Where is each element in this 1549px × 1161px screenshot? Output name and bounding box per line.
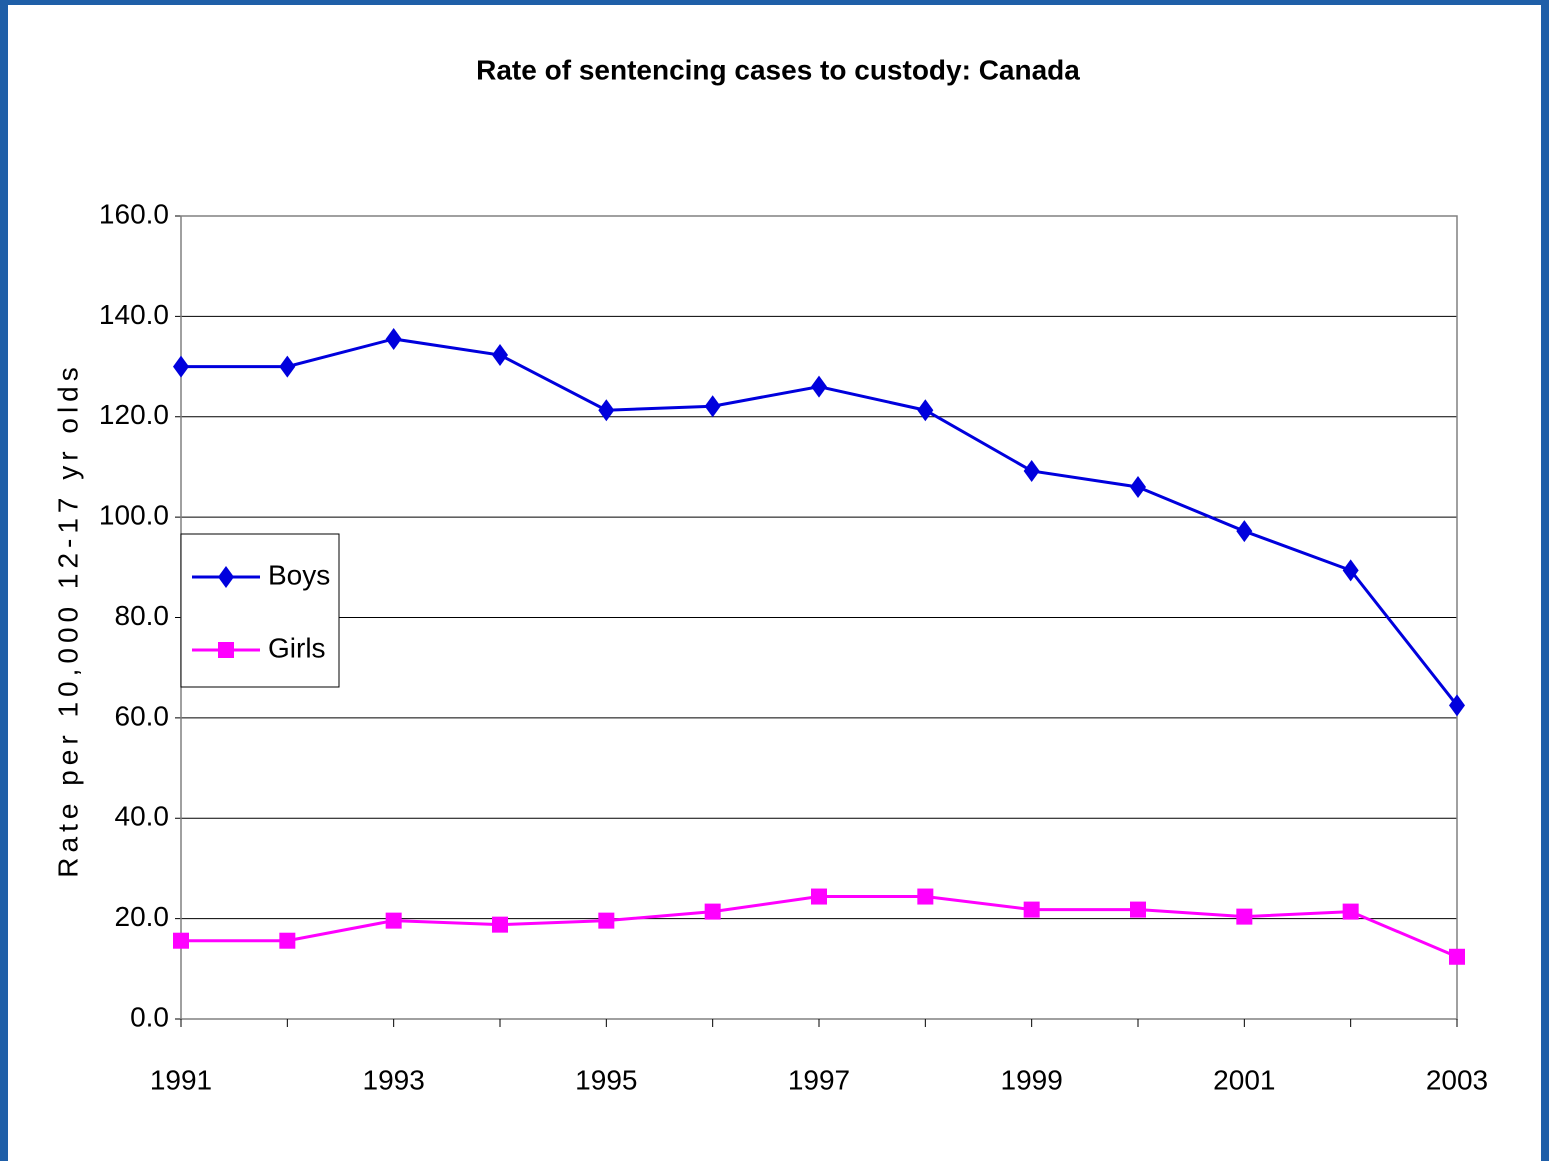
x-tick-label: 2001	[1213, 1064, 1275, 1095]
marker	[917, 888, 934, 905]
marker	[279, 355, 296, 378]
marker	[1023, 901, 1040, 918]
marker	[1023, 459, 1040, 482]
marker	[598, 912, 615, 929]
chart-title: Rate of sentencing cases to custody: Can…	[476, 54, 1080, 85]
marker	[1342, 903, 1359, 920]
marker	[1236, 908, 1253, 925]
marker	[492, 916, 508, 933]
x-tick-label: 1995	[575, 1064, 637, 1095]
x-tick-label: 1993	[363, 1064, 425, 1095]
y-tick-label: 80.0	[115, 600, 170, 631]
marker	[218, 566, 234, 588]
y-tick-label: 160.0	[99, 198, 169, 229]
x-tick-label: 1999	[1001, 1064, 1063, 1095]
x-tick-label: 1997	[788, 1064, 850, 1095]
legend-label: Boys	[268, 559, 330, 590]
marker	[173, 932, 189, 949]
marker	[811, 375, 827, 398]
marker	[1130, 901, 1146, 918]
marker	[218, 642, 234, 658]
y-tick-label: 120.0	[99, 399, 169, 430]
y-axis-label: Rate per 10,000 12-17 yr olds	[52, 362, 83, 877]
marker	[385, 327, 402, 350]
y-tick-label: 100.0	[99, 500, 169, 531]
marker	[385, 912, 402, 929]
marker	[1342, 559, 1359, 582]
marker	[173, 355, 189, 378]
marker	[1130, 476, 1146, 499]
x-tick-label: 1991	[150, 1064, 212, 1095]
y-tick-label: 20.0	[115, 901, 170, 932]
marker	[279, 932, 296, 949]
marker	[917, 399, 934, 422]
marker	[811, 888, 827, 905]
y-tick-label: 140.0	[99, 299, 169, 330]
marker	[492, 344, 508, 367]
marker	[1449, 948, 1465, 965]
x-tick-label: 2003	[1426, 1064, 1488, 1095]
legend-label: Girls	[268, 632, 326, 663]
marker	[1236, 520, 1253, 543]
legend-box	[180, 533, 340, 688]
marker	[1449, 694, 1465, 717]
marker	[704, 903, 721, 920]
y-tick-label: 0.0	[130, 1001, 169, 1032]
y-tick-label: 40.0	[115, 801, 170, 832]
marker	[704, 395, 721, 418]
y-tick-label: 60.0	[115, 700, 170, 731]
marker	[598, 399, 615, 422]
